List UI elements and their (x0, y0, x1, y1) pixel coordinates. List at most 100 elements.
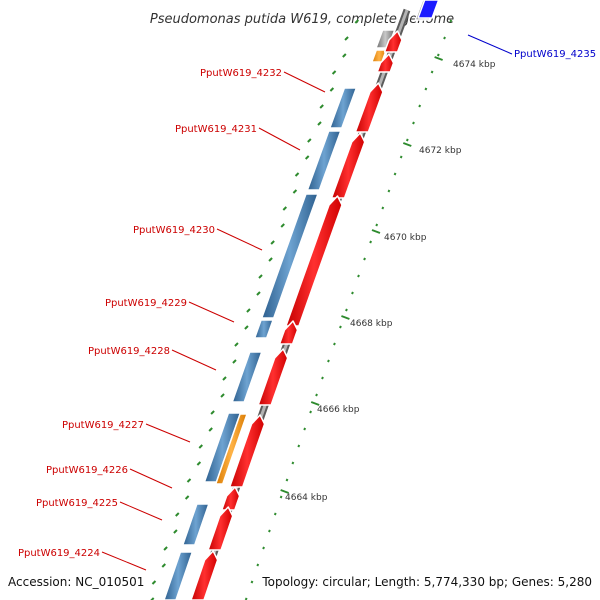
gc-content-mark (449, 19, 453, 23)
gc-content-mark (399, 155, 403, 159)
gc-content-mark (291, 461, 295, 465)
gc-content-mark (443, 36, 446, 40)
connector-4231 (258, 127, 301, 151)
gene-4227-other-feature (215, 413, 248, 485)
gene-labels: PputW619_4235 PputW619_4232 PputW619_423… (18, 49, 596, 559)
gc-skew-mark (196, 461, 202, 466)
gc-content-mark (412, 121, 415, 125)
gene-4232-reverse-cds (329, 87, 358, 129)
gene-label-4230[interactable]: PputW619_4230 (133, 225, 215, 236)
gc-content-mark (279, 495, 283, 499)
gene-4226-forward-cds (221, 486, 241, 511)
connector-4229 (188, 301, 235, 323)
connector-4232 (283, 71, 326, 93)
gc-skew-mark (151, 580, 157, 585)
gene-label-4224[interactable]: PputW619_4224 (18, 548, 100, 559)
gene-label-4228[interactable]: PputW619_4228 (88, 346, 170, 357)
position-ticks (280, 56, 443, 494)
gc-skew-mark (294, 172, 300, 177)
genome-summary: Topology: circular; Length: 5,774,330 bp… (261, 575, 592, 589)
gene-label-4229[interactable]: PputW619_4229 (105, 298, 187, 309)
gc-skew-mark (244, 325, 249, 330)
gene-4224-forward-cds (190, 550, 219, 600)
gc-skew-mark (222, 376, 227, 381)
tick-label-4670: 4670 kbp (384, 233, 427, 243)
gc-content-mark (424, 87, 428, 91)
tick-label-4668: 4668 kbp (350, 319, 393, 329)
major-tick (280, 489, 289, 494)
connector-4228 (171, 349, 217, 371)
gc-skew-mark (210, 410, 215, 415)
gc-skew-mark (175, 512, 180, 517)
gc-skew-mark (317, 121, 322, 126)
gc-skew-track (150, 19, 453, 600)
tick-label-4666: 4666 kbp (317, 405, 360, 415)
connector-4226 (129, 468, 173, 489)
gc-skew-mark (234, 342, 239, 347)
connector-4225 (119, 501, 163, 521)
gc-content-mark (351, 291, 354, 295)
connector-4227 (145, 423, 191, 443)
gc-skew-mark (256, 291, 261, 296)
gc-skew-mark (220, 393, 225, 398)
gene-label-4225[interactable]: PputW619_4225 (36, 498, 118, 509)
gc-skew-mark (268, 257, 273, 262)
gene-4228-reverse-cds (231, 351, 263, 403)
tick-label-4672: 4672 kbp (419, 146, 462, 156)
gene-4232-small-forward-cds (376, 53, 395, 73)
gc-content-mark (297, 444, 301, 448)
gene-4229-forward-cds (278, 320, 299, 345)
gc-content-mark (256, 563, 260, 567)
gc-content-mark (262, 546, 265, 550)
gene-label-4235[interactable]: PputW619_4235 (514, 49, 596, 60)
gc-skew-mark (184, 495, 190, 500)
gene-label-4227[interactable]: PputW619_4227 (62, 420, 144, 431)
accession-text: Accession: NC_010501 (8, 575, 144, 589)
map-title: Pseudomonas putida W619, complete genome (150, 12, 454, 27)
gene-4224-reverse-cds (163, 551, 194, 600)
gc-skew-mark (208, 427, 213, 432)
gc-content-mark (418, 104, 422, 108)
tick-label-4664: 4664 kbp (285, 493, 328, 503)
gc-skew-mark (163, 546, 168, 551)
gc-content-mark (369, 240, 373, 244)
gc-content-mark (430, 70, 434, 74)
gene-4231-reverse-cds (306, 130, 342, 191)
gc-content-mark (405, 138, 409, 142)
gene-features (163, 0, 440, 600)
major-tick (341, 315, 350, 320)
major-tick (371, 229, 381, 234)
connector-4230 (216, 228, 263, 251)
gene-4233-forward-cds (383, 30, 403, 53)
gc-content-mark (393, 172, 397, 176)
gc-skew-mark (198, 444, 203, 449)
gc-skew-mark (270, 240, 275, 245)
gc-skew-mark (354, 19, 360, 24)
gc-content-mark (268, 529, 271, 533)
gc-skew-mark (331, 70, 337, 75)
gc-content-mark (285, 478, 289, 482)
gene-label-4231[interactable]: PputW619_4231 (175, 124, 257, 135)
gene-label-4232[interactable]: PputW619_4232 (200, 68, 282, 79)
gene-label-4226[interactable]: PputW619_4226 (46, 465, 128, 476)
connector-4235 (467, 34, 513, 55)
gc-content-mark (357, 274, 360, 278)
gene-4227-forward-cds (228, 414, 266, 488)
gene-4231-forward-cds (330, 132, 366, 199)
gc-content-mark (436, 53, 440, 57)
gc-skew-mark (329, 87, 335, 92)
gc-skew-mark (282, 206, 288, 211)
major-tick (310, 401, 320, 406)
gene-4235-highlight (417, 0, 440, 19)
gc-content-mark (315, 393, 318, 397)
gc-skew-mark (161, 563, 166, 568)
gc-skew-mark (342, 53, 347, 58)
tick-labels: 4674 kbp 4672 kbp 4670 kbp 4668 kbp 4666… (285, 60, 496, 503)
gc-content-mark (375, 223, 379, 227)
gc-content-mark (250, 580, 254, 584)
gc-content-mark (333, 342, 336, 346)
gc-skew-mark (186, 478, 192, 483)
gc-content-mark (273, 512, 277, 516)
gene-4229-reverse-cds (253, 319, 274, 339)
